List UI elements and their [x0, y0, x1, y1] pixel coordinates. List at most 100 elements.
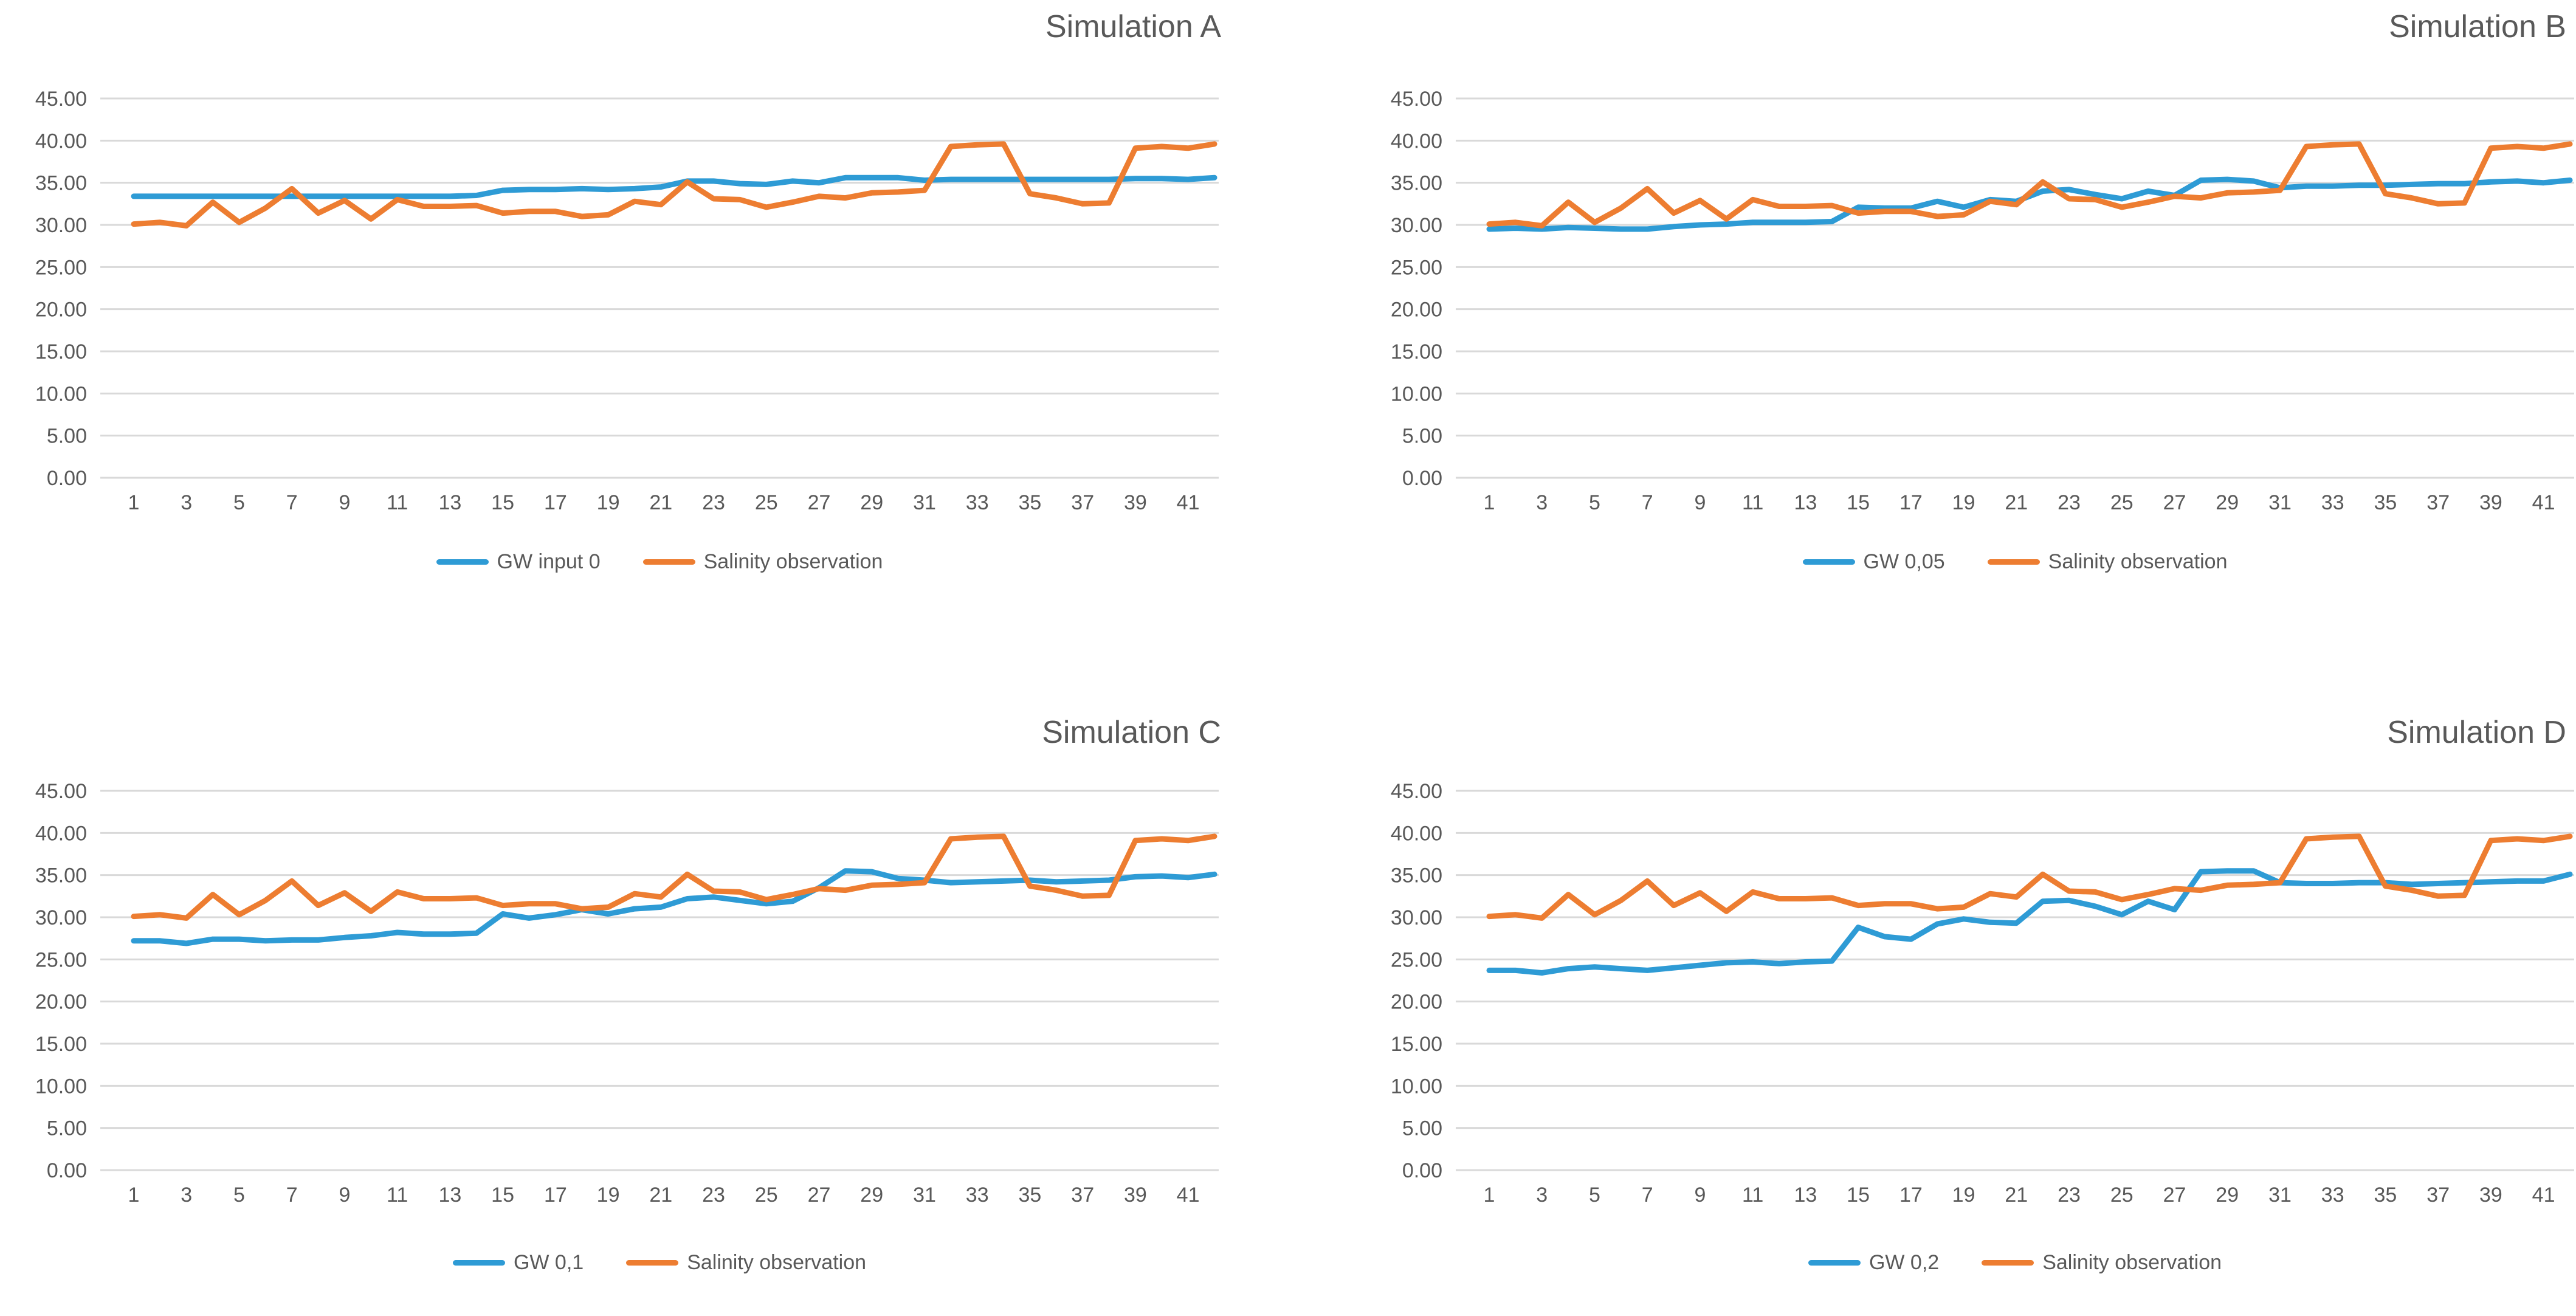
y-tick-label: 35.00	[1391, 864, 1442, 887]
y-tick-label: 0.00	[1402, 467, 1442, 490]
x-tick-label: 3	[181, 1183, 192, 1207]
chart-title: Simulation D	[2387, 715, 2566, 750]
x-tick-label: 37	[2426, 491, 2450, 514]
legend-label: Salinity observation	[703, 550, 883, 573]
x-tick-label: 39	[2479, 1183, 2502, 1207]
y-tick-label: 5.00	[1402, 1117, 1442, 1140]
x-tick-label: 29	[860, 1183, 883, 1207]
x-tick-label: 13	[438, 491, 461, 514]
y-tick-label: 20.00	[35, 991, 87, 1014]
legend: GW 0,1 Salinity observation	[100, 1251, 1219, 1275]
series-line	[1486, 176, 2573, 232]
legend-label: GW 0,2	[1868, 1251, 1940, 1274]
y-tick-label: 30.00	[35, 906, 87, 929]
y-tick-label: 20.00	[1391, 298, 1442, 322]
x-tick-label: 39	[1124, 491, 1147, 514]
y-tick-label: 40.00	[1391, 822, 1442, 845]
x-tick-label: 17	[544, 491, 567, 514]
y-tick-label: 30.00	[1391, 906, 1442, 929]
legend-item-gw: GW 0,2	[1808, 1251, 1939, 1275]
x-tick-label: 27	[808, 1183, 831, 1207]
orange-line-swatch-icon	[626, 1260, 679, 1266]
orange-line-swatch-icon	[1982, 1260, 2034, 1266]
y-tick-label: 35.00	[35, 172, 87, 195]
x-tick-label: 27	[2163, 491, 2186, 514]
blue-line-swatch-icon	[436, 559, 489, 565]
series-line	[1486, 868, 2573, 976]
x-tick-label: 41	[1177, 491, 1200, 514]
x-tick-label: 3	[181, 491, 192, 514]
chart-panel-simulation-d: Simulation D 45.00 40.00 35.00 30.00 25.00 20…	[1288, 658, 2576, 1316]
x-tick-label: 5	[233, 1183, 245, 1207]
x-tick-label: 1	[128, 1183, 140, 1207]
x-tick-label: 19	[1952, 491, 1975, 514]
x-tick-label: 33	[2321, 1183, 2344, 1207]
x-tick-label: 21	[2005, 1183, 2028, 1207]
x-tick-label: 33	[966, 491, 989, 514]
line-chart: 45.0040.0035.0030.0025.0020.0015.0010.00…	[1391, 88, 2574, 514]
y-tick-label: 15.00	[35, 340, 87, 363]
x-tick-label: 23	[702, 1183, 725, 1207]
x-tick-label: 29	[2216, 1183, 2239, 1207]
legend-item-salinity: Salinity observation	[642, 550, 883, 574]
y-tick-label: 5.00	[1402, 425, 1442, 448]
x-tick-label: 9	[1694, 491, 1706, 514]
blue-line-swatch-icon	[452, 1260, 505, 1266]
x-tick-label: 15	[1847, 491, 1870, 514]
legend-item-salinity: Salinity observation	[1982, 1251, 2222, 1275]
y-tick-label: 40.00	[1391, 129, 1442, 153]
y-tick-label: 15.00	[35, 1033, 87, 1056]
x-tick-label: 5	[1589, 1183, 1600, 1207]
orange-line-swatch-icon	[642, 559, 695, 565]
line-chart: 45.0040.0035.0030.0025.0020.0015.0010.00…	[35, 88, 1219, 514]
x-tick-label: 33	[2321, 491, 2344, 514]
x-tick-label: 41	[2532, 1183, 2555, 1207]
x-tick-label: 11	[1742, 1183, 1763, 1207]
x-tick-label: 35	[2374, 491, 2397, 514]
y-tick-label: 45.00	[35, 780, 87, 803]
y-tick-label: 15.00	[1391, 340, 1442, 363]
x-tick-label: 27	[2163, 1183, 2186, 1207]
series-line	[131, 868, 1217, 946]
x-tick-label: 37	[2426, 1183, 2450, 1207]
x-tick-label: 11	[387, 1183, 408, 1207]
y-tick-label: 45.00	[35, 88, 87, 111]
x-tick-label: 33	[966, 1183, 989, 1207]
y-tick-label: 40.00	[35, 129, 87, 153]
legend-item-salinity: Salinity observation	[1987, 550, 2228, 574]
y-tick-label: 5.00	[47, 1117, 87, 1140]
x-tick-label: 31	[2268, 1183, 2292, 1207]
legend-item-gw: GW 0,05	[1802, 550, 1945, 574]
x-tick-label: 21	[649, 491, 672, 514]
legend-label: Salinity observation	[687, 1251, 867, 1274]
y-tick-label: 10.00	[35, 1075, 87, 1098]
y-tick-label: 10.00	[35, 382, 87, 405]
y-tick-label: 30.00	[35, 214, 87, 237]
x-tick-label: 7	[286, 1183, 298, 1207]
blue-line-swatch-icon	[1808, 1260, 1861, 1266]
series-line	[1486, 141, 2573, 229]
y-tick-label: 25.00	[1391, 948, 1442, 971]
line-chart: 45.0040.0035.0030.0025.0020.0015.0010.00…	[1391, 780, 2574, 1207]
x-tick-label: 9	[1694, 1183, 1706, 1207]
legend-item-salinity: Salinity observation	[626, 1251, 866, 1275]
legend-label: Salinity observation	[2048, 550, 2228, 573]
y-tick-label: 0.00	[47, 1159, 87, 1182]
x-tick-label: 41	[1177, 1183, 1200, 1207]
legend-item-gw: GW 0,1	[452, 1251, 584, 1275]
y-tick-label: 0.00	[1402, 1159, 1442, 1182]
legend-label: Salinity observation	[2042, 1251, 2222, 1274]
chart-title: Simulation B	[2389, 9, 2566, 44]
x-tick-label: 7	[1642, 491, 1653, 514]
x-tick-label: 35	[1018, 1183, 1041, 1207]
x-tick-label: 13	[1794, 1183, 1817, 1207]
chart-title: Simulation A	[1045, 9, 1221, 44]
legend-label: GW 0,1	[513, 1251, 584, 1274]
y-tick-label: 20.00	[1391, 991, 1442, 1014]
x-tick-label: 17	[1899, 491, 1923, 514]
y-tick-label: 25.00	[35, 948, 87, 971]
legend: GW 0,05 Salinity observation	[1456, 550, 2574, 574]
x-tick-label: 37	[1071, 1183, 1094, 1207]
x-tick-label: 35	[1018, 491, 1041, 514]
